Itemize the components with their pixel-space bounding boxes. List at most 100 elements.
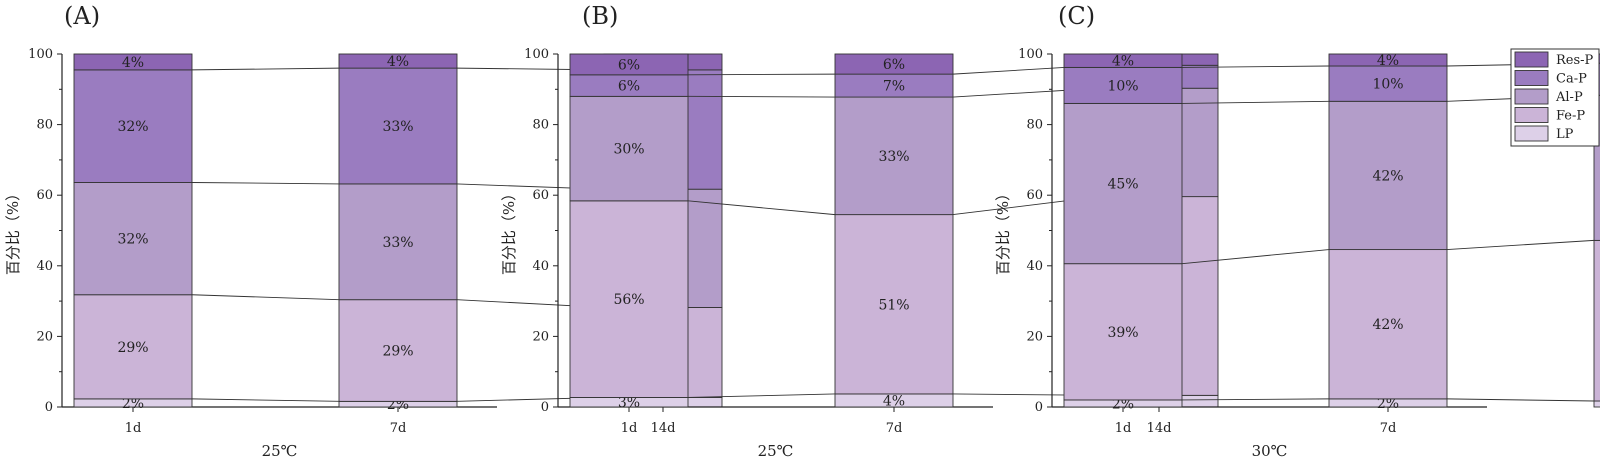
y-tick-label: 80 (36, 118, 53, 133)
connector-line (191, 67, 340, 71)
data-label: 6% (883, 57, 905, 73)
panel-label: (B) (582, 2, 618, 30)
x-tick-label: 1d (621, 421, 638, 436)
data-label: 2% (1112, 396, 1134, 412)
data-label: 6% (618, 57, 640, 73)
y-tick-label: 20 (1026, 329, 1043, 344)
legend-swatch (1514, 51, 1549, 68)
y-tick-label: 100 (1018, 47, 1043, 62)
bar-segment-al-p (834, 96, 954, 216)
bar-segment-al-p (73, 182, 193, 296)
bar-segment-al-p (1328, 100, 1448, 251)
y-tick-label: 60 (532, 188, 549, 203)
y-tick-label: 80 (1026, 118, 1043, 133)
legend-label: Res-P (1556, 53, 1594, 68)
connector-line (687, 95, 836, 98)
data-label: 2% (122, 396, 144, 412)
bar-segment-ca-p (1328, 65, 1448, 102)
data-label: 10% (1107, 78, 1138, 94)
x-axis-title: 25℃ (758, 442, 794, 460)
bar-segment-fe-p (1328, 249, 1448, 400)
bar-segment-ca-p (73, 69, 193, 183)
data-label: 51% (878, 297, 909, 313)
data-label: 29% (382, 344, 413, 360)
y-tick-label: 100 (28, 47, 53, 62)
data-label: 3% (618, 395, 640, 411)
y-tick-label: 80 (532, 118, 549, 133)
connector-line (1181, 249, 1330, 265)
bar-segment-fe-p (569, 200, 689, 398)
legend-label: Al-P (1555, 90, 1583, 105)
x-tick-label: 1d (125, 421, 142, 436)
bar-segment-fe-p (834, 214, 954, 395)
x-tick-label: 14d (1147, 421, 1172, 436)
bar-segment-lp (1593, 400, 1600, 408)
legend-swatch (1514, 125, 1549, 142)
connector-line (687, 393, 836, 398)
legend-swatch (1514, 88, 1549, 105)
bar-segment-ca-p (1063, 66, 1183, 104)
data-label: 33% (382, 119, 413, 135)
data-label: 32% (117, 119, 148, 135)
legend-label: LP (1556, 127, 1574, 142)
bar-segment-al-p (338, 183, 458, 301)
bar-1d: 3% 56% 30% 6% 6% (569, 53, 689, 411)
x-tick-label: 7d (886, 421, 903, 436)
y-tick-label: 60 (1026, 188, 1043, 203)
connector-line (191, 182, 340, 185)
data-label: 4% (883, 393, 905, 409)
data-label: 32% (117, 232, 148, 248)
data-label: 4% (1112, 54, 1134, 70)
data-label: 29% (117, 340, 148, 356)
x-axis-title: 25℃ (262, 442, 298, 460)
y-tick-label: 0 (541, 400, 549, 415)
legend-item-ca-p: Ca-P (1514, 70, 1587, 87)
bar-segment-res-p (834, 53, 954, 75)
x-tick-label: 1d (1115, 421, 1132, 436)
data-label: 45% (1107, 177, 1138, 193)
legend-item-res-p: Res-P (1514, 51, 1594, 68)
y-tick-label: 60 (36, 188, 53, 203)
y-axis-title: 百分比（%） (994, 186, 1012, 275)
data-label: 2% (1377, 396, 1399, 412)
data-label: 56% (613, 292, 644, 308)
bar-segment-fe-p (338, 299, 458, 402)
y-tick-label: 40 (1026, 259, 1043, 274)
x-tick-label: 7d (390, 421, 407, 436)
connector-line (1181, 398, 1330, 401)
y-tick-label: 100 (524, 47, 549, 62)
bar-7d: 4% 51% 33% 7% 6% (834, 53, 954, 409)
legend-item-al-p: Al-P (1514, 88, 1583, 105)
connector-line (1446, 398, 1595, 402)
legend-item-lp: LP (1514, 125, 1574, 142)
data-label: 7% (883, 79, 905, 95)
connector-line (687, 200, 836, 216)
data-label: 30% (613, 142, 644, 158)
bar-1d: 2% 29% 32% 32% 4% (73, 53, 193, 412)
legend-swatch (1514, 107, 1549, 123)
y-tick-label: 20 (532, 329, 549, 344)
data-label: 42% (1372, 168, 1403, 184)
bar-segment-res-p (1328, 53, 1448, 67)
data-label: 10% (1372, 77, 1403, 93)
bar-segment-fe-p (73, 294, 193, 400)
connector-line (1181, 100, 1330, 104)
connector-line (191, 294, 340, 301)
bar-segment-fe-p (1593, 239, 1600, 402)
data-label: 6% (618, 79, 640, 95)
y-axis-title: 百分比（%） (4, 186, 22, 275)
x-tick-label: 7d (1380, 421, 1397, 436)
bar-segment-al-p (1063, 102, 1183, 265)
connector-line (1181, 65, 1330, 68)
x-tick-label: 14d (651, 421, 676, 436)
bar-segment-ca-p (338, 67, 458, 185)
bar-segment-res-p (73, 53, 193, 71)
data-label: 4% (122, 55, 144, 71)
data-label: 42% (1372, 317, 1403, 333)
data-label: 33% (878, 149, 909, 165)
bar-1d: 2% 39% 45% 10% 4% (1063, 53, 1183, 412)
bar-segment-res-p (569, 53, 689, 76)
legend-swatch (1514, 70, 1549, 86)
bar-segment-res-p (338, 53, 458, 69)
